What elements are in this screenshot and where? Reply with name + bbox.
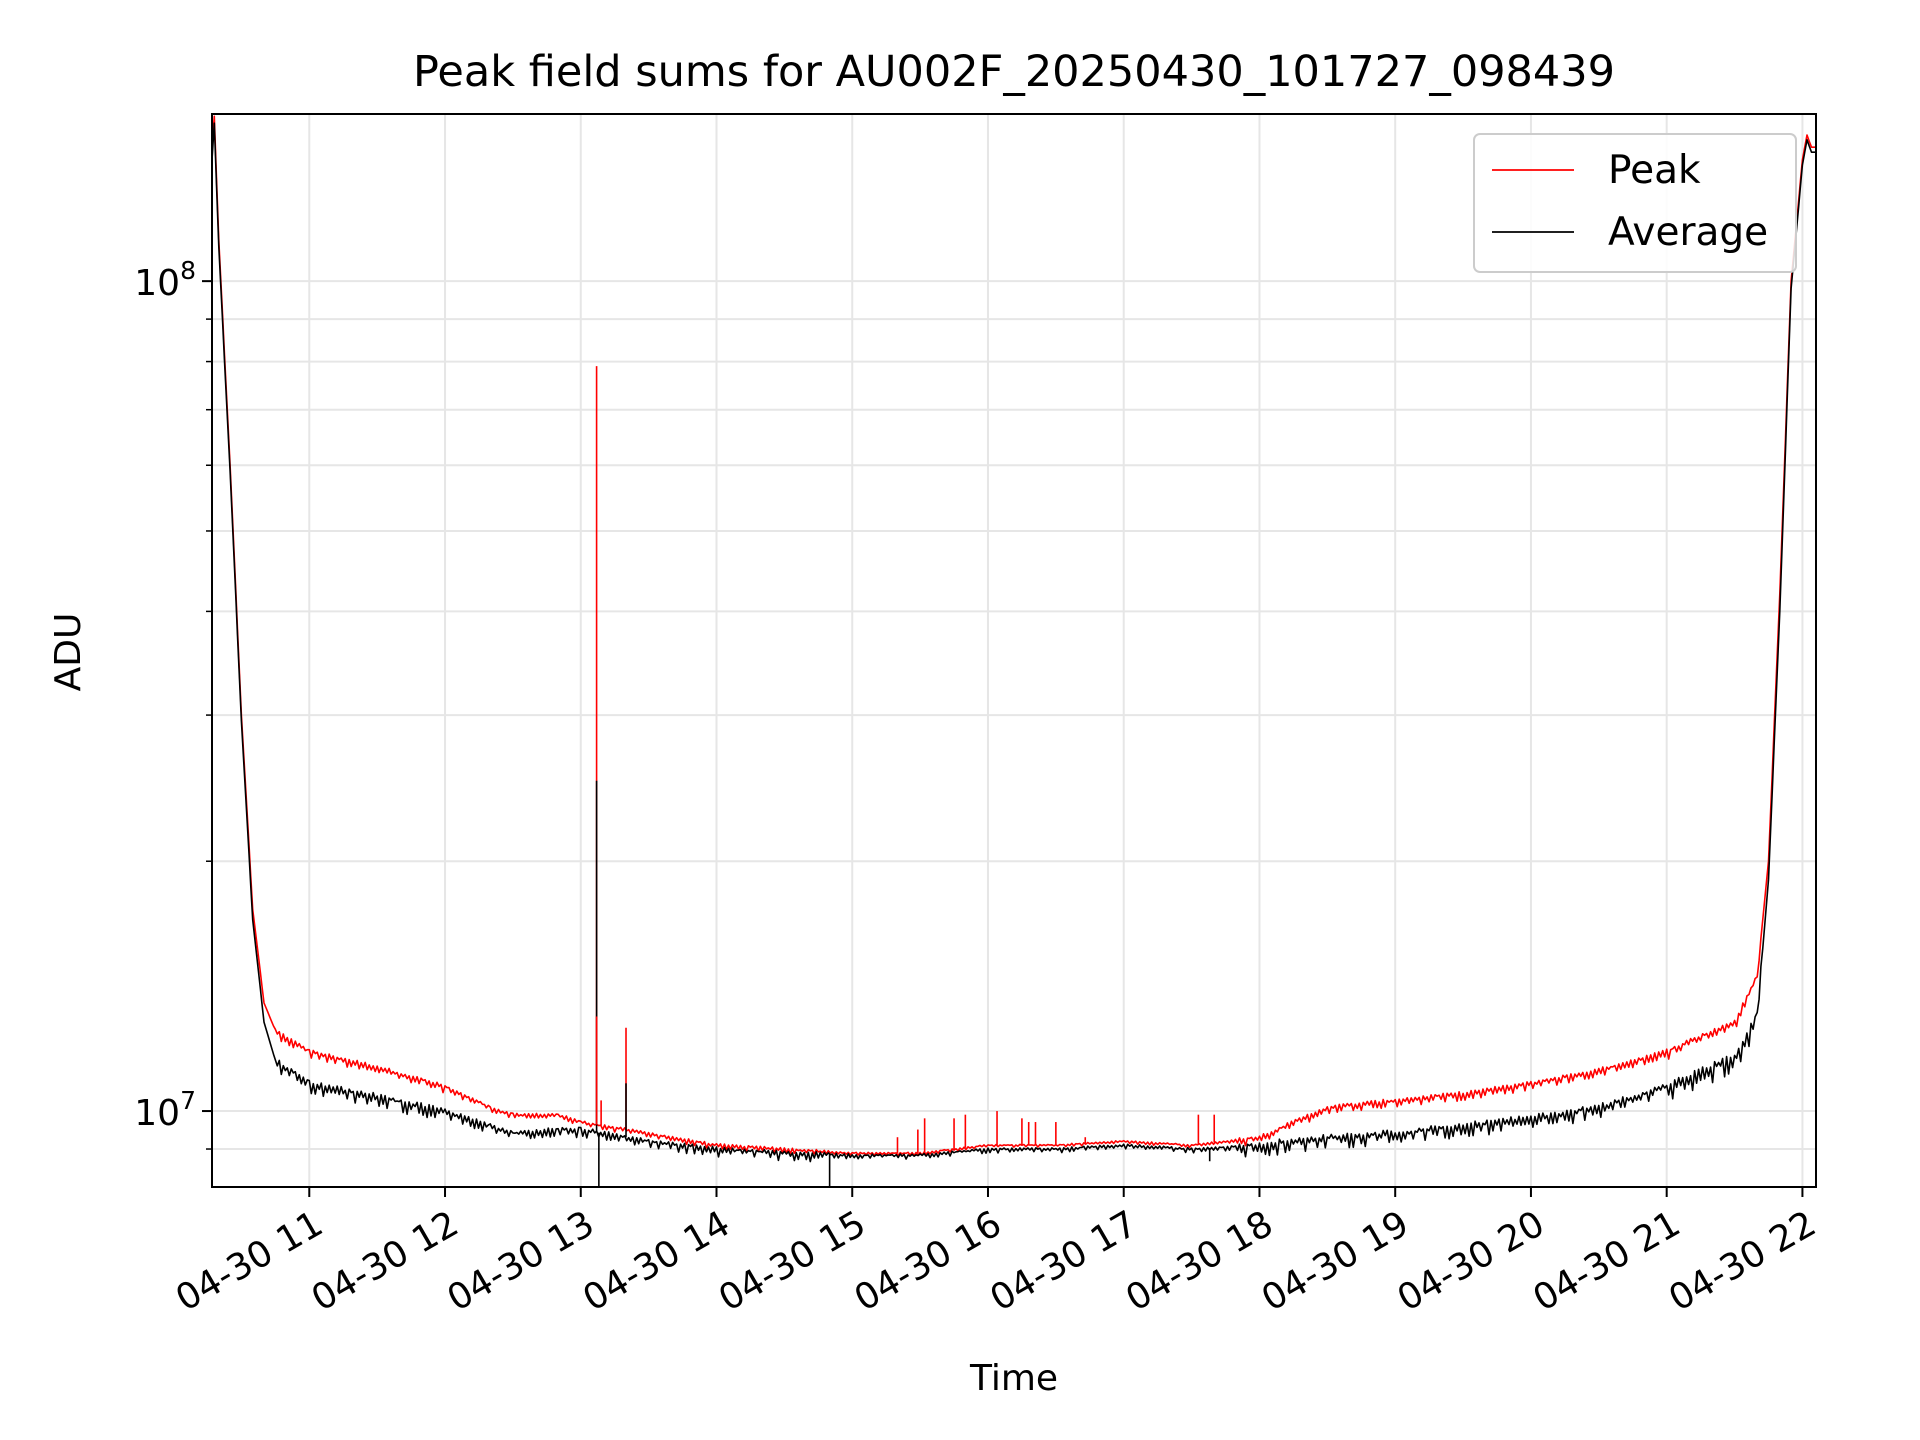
y-tick-exponent: 8: [180, 256, 196, 285]
legend: Peak Average: [1473, 133, 1797, 273]
x-axis-label: Time: [969, 1358, 1058, 1399]
legend-box: [1473, 133, 1797, 273]
chart-title: Peak field sums for AU002F_20250430_1017…: [413, 47, 1615, 97]
y-tick-label: 107: [134, 1086, 196, 1134]
axes-frame: [211, 113, 1817, 1188]
y-tick-base: 10: [134, 263, 180, 304]
y-tick-label: 108: [134, 256, 196, 304]
y-tick-base: 10: [134, 1093, 180, 1134]
legend-label-peak: Peak: [1608, 148, 1701, 193]
y-tick-exponent: 7: [180, 1086, 196, 1115]
series-line-average: [212, 122, 1816, 1163]
legend-label-average: Average: [1608, 210, 1768, 255]
series-group: [212, 115, 1816, 1187]
series-line-peak: [212, 115, 1816, 1157]
y-axis-label: ADU: [48, 613, 89, 692]
